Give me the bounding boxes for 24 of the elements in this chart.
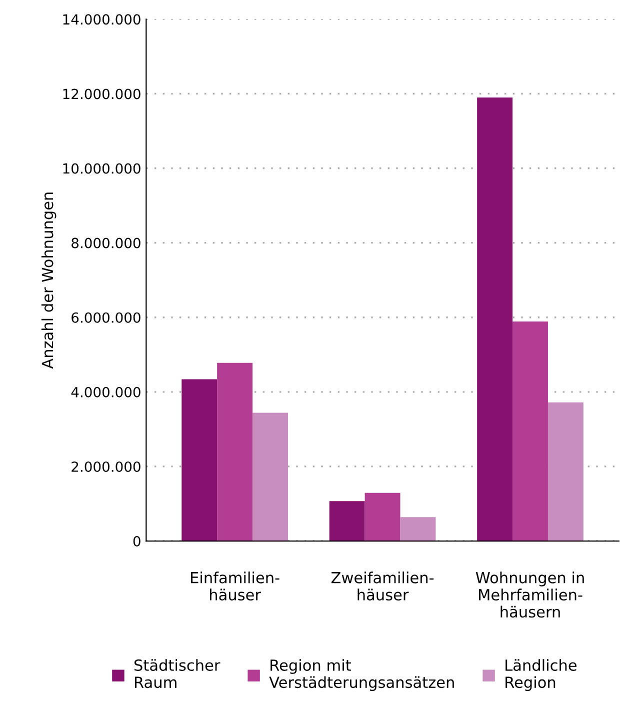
bar: [182, 379, 218, 542]
y-axis-title: Anzahl der Wohnungen: [41, 192, 56, 369]
y-tick-label: 10.000.000: [63, 163, 140, 174]
bar: [252, 412, 288, 542]
legend-label: Städtischer Raum: [134, 659, 220, 688]
bar: [512, 321, 548, 542]
bar: [217, 362, 253, 542]
y-tick-label: 8.000.000: [72, 238, 140, 248]
bar: [477, 97, 513, 542]
bar: [364, 492, 400, 542]
x-tick-label: Einfamilien- häuser: [191, 572, 280, 601]
y-tick-label: 6.000.000: [72, 312, 140, 323]
legend-label: Ländliche Region: [506, 659, 576, 692]
x-tick-label: Wohnungen in Mehrfamilien- häusern: [476, 572, 584, 618]
x-tick-label: Zweifamilien- häuser: [331, 572, 434, 601]
y-tick-label: 4.000.000: [71, 386, 140, 398]
bar: [548, 402, 584, 542]
bar: [400, 517, 436, 542]
y-tick-label: 2.000.000: [72, 461, 140, 472]
legend-label: Region mit Verstädterungsansätzen: [269, 659, 454, 692]
bar: [329, 501, 365, 542]
y-tick-label: 12.000.000: [63, 88, 140, 100]
y-tick-label: 0: [133, 536, 140, 546]
y-tick-label: 14.000.000: [63, 14, 140, 25]
